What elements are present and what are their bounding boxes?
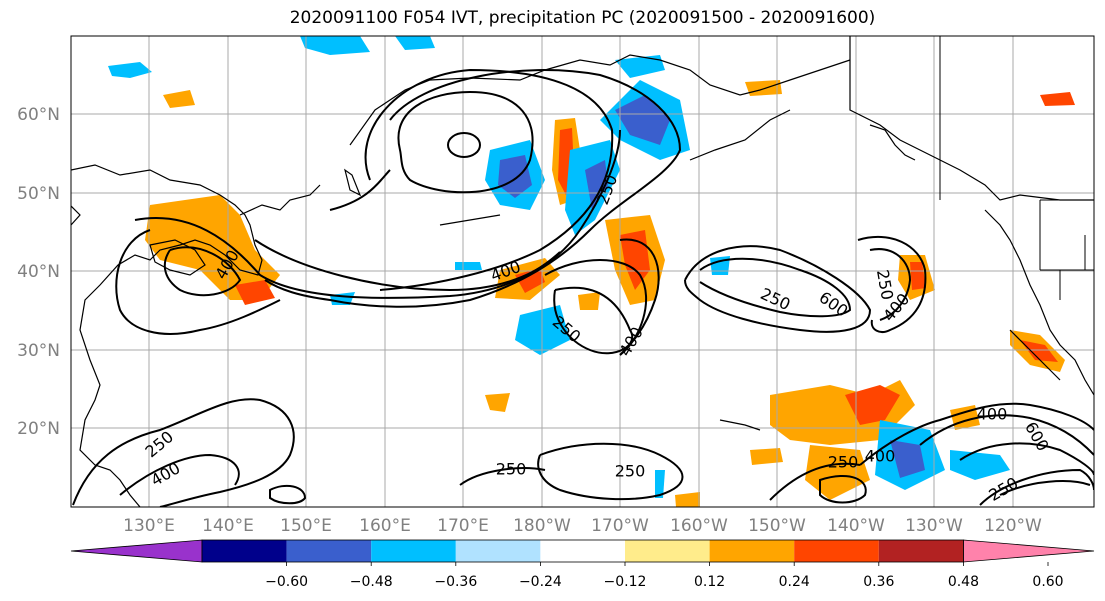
- lon-label: 130°W: [905, 516, 963, 536]
- lon-label: 170°E: [437, 516, 489, 536]
- colorbar-swatch: [879, 540, 964, 562]
- lat-label: 30°N: [17, 341, 60, 361]
- colorbar-tick-label: −0.12: [604, 574, 647, 590]
- contour-label: 250: [828, 453, 859, 472]
- lon-label: 120°W: [984, 516, 1042, 536]
- lon-label: 160°W: [670, 516, 728, 536]
- lat-label: 40°N: [17, 262, 60, 282]
- lon-label: 160°E: [359, 516, 411, 536]
- lon-label: 170°W: [591, 516, 649, 536]
- colorbar-tick-label: 0.24: [779, 574, 810, 590]
- contour-label: 400: [865, 447, 896, 466]
- colorbar-swatch: [287, 540, 372, 562]
- colorbar-swatch: [202, 540, 287, 562]
- colorbar-tick-label: −0.60: [265, 574, 308, 590]
- colorbar-swatch: [456, 540, 541, 562]
- lon-label: 140°E: [202, 516, 254, 536]
- lat-label: 20°N: [17, 419, 60, 439]
- colorbar-tick-label: 0.48: [948, 574, 979, 590]
- lat-label: 60°N: [17, 105, 60, 125]
- colorbar-tick-label: −0.48: [350, 574, 393, 590]
- colorbar-tick-label: −0.24: [519, 574, 562, 590]
- colorbar-extend-low: [71, 540, 202, 562]
- colorbar-tick-label: 0.36: [863, 574, 894, 590]
- colorbar-swatch: [625, 540, 710, 562]
- colorbar-tick-label: −0.36: [434, 574, 477, 590]
- colorbar-swatch: [710, 540, 795, 562]
- colorbar-tick-labels: −0.60 −0.48 −0.36 −0.24 −0.12 0.12 0.24 0.36 0.4…: [265, 562, 1063, 590]
- contour-label: 250: [615, 462, 646, 481]
- colorbar-extend-high: [963, 540, 1094, 562]
- colorbar: [71, 540, 1094, 562]
- lon-label: 140°W: [827, 516, 885, 536]
- contour-label: 250: [496, 460, 527, 479]
- map-figure: 400400250250 400600250 400250400250400 250 2…: [0, 0, 1105, 601]
- colorbar-tick-label: 0.12: [694, 574, 725, 590]
- lon-label: 130°E: [123, 516, 175, 536]
- colorbar-swatch: [794, 540, 879, 562]
- longitude-labels: 130°E 140°E 150°E 160°E 170°E 180°W 170°W 160°W…: [123, 516, 1042, 536]
- lon-label: 150°W: [748, 516, 806, 536]
- contour-label: 400: [977, 405, 1008, 424]
- colorbar-swatch: [371, 540, 456, 562]
- latitude-labels: 60°N 50°N 40°N 30°N 20°N: [17, 105, 60, 439]
- colorbar-swatch: [540, 540, 625, 562]
- colorbar-tick-label: 0.60: [1032, 574, 1063, 590]
- lon-label: 180°W: [513, 516, 571, 536]
- lon-label: 150°E: [280, 516, 332, 536]
- lat-label: 50°N: [17, 184, 60, 204]
